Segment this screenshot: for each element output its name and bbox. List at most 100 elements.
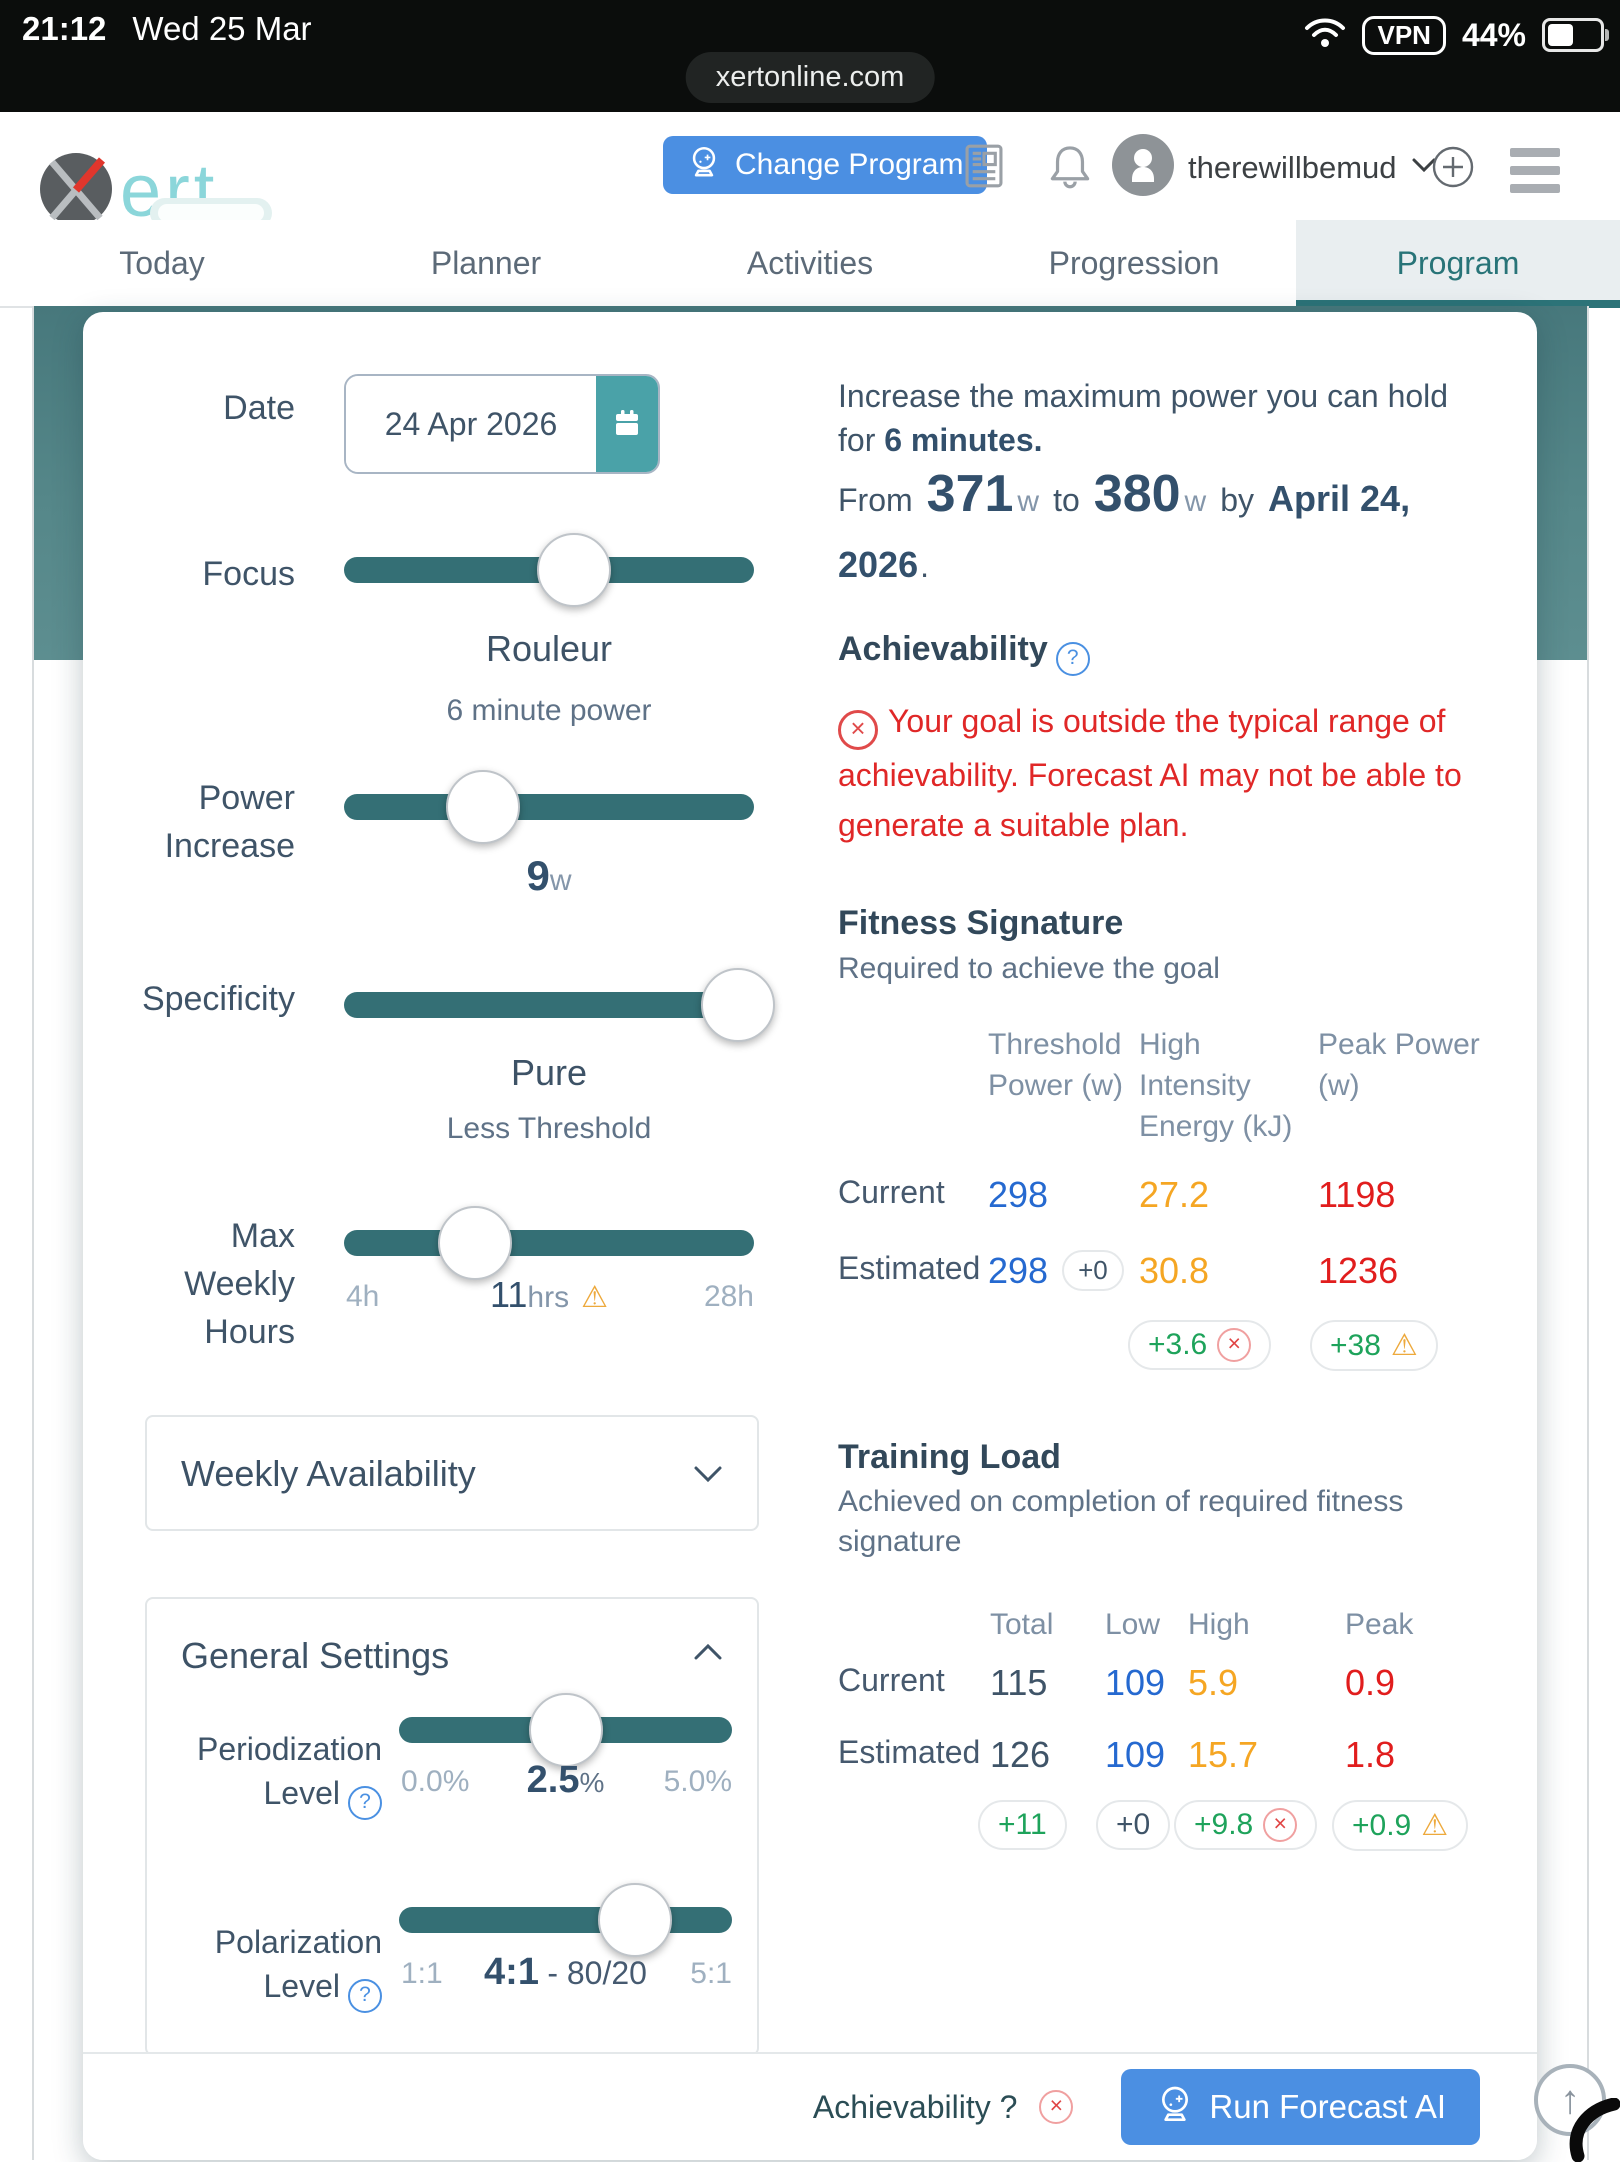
peak-delta-pill: +38 ⚠ (1310, 1320, 1438, 1371)
run-forecast-ai-button[interactable]: Run Forecast AI (1121, 2069, 1480, 2145)
error-circle-icon: × (1217, 1328, 1252, 1362)
focus-label: Focus (202, 555, 295, 593)
app-header: ert Change Program (0, 112, 1620, 232)
power-increase-label: Power Increase (164, 779, 295, 865)
hours-max: 28h (703, 1280, 754, 1313)
status-time: 21:12 (22, 10, 107, 47)
goal-values: From 371 w to 380 w by April 24, (838, 465, 1411, 523)
achievability-warning: × Your goal is outside the typical range … (838, 703, 1462, 843)
footer-achievability-label: Achievability ? (812, 2088, 1018, 2125)
high-delta-pill: +9.8 × (1174, 1800, 1318, 1850)
tab-today[interactable]: Today (119, 244, 205, 281)
power-increase-value: 9w (526, 852, 572, 899)
polarization-slider-track[interactable] (399, 1907, 732, 1933)
bell-icon[interactable] (1048, 142, 1092, 197)
total-delta-pill: +11 (978, 1800, 1067, 1850)
max-weekly-hours-slider[interactable] (344, 1206, 754, 1280)
low-delta-pill: +0 (1096, 1800, 1171, 1850)
power-increase-slider[interactable] (344, 770, 754, 844)
weekly-availability-panel[interactable]: Weekly Availability (145, 1415, 759, 1531)
hours-slider-handle[interactable] (438, 1206, 513, 1280)
scroll-top-button[interactable]: ↑ (1534, 2064, 1606, 2136)
goal-date: April 24, (1268, 478, 1411, 519)
polarization-label: Polarization Level? (147, 1920, 382, 2013)
calendar-icon (612, 407, 642, 442)
chevron-up-icon[interactable] (693, 1643, 723, 1666)
content-border-right (1587, 306, 1589, 2160)
fitness-signature-subtitle: Required to achieve the goal (838, 952, 1220, 985)
menu-icon[interactable] (1510, 148, 1560, 193)
battery-icon (1542, 18, 1609, 52)
avatar (1112, 134, 1174, 201)
tab-activities[interactable]: Activities (746, 244, 874, 281)
power-slider-handle[interactable] (446, 770, 521, 844)
tab-planner[interactable]: Planner (430, 244, 542, 281)
hours-min: 4h (346, 1280, 380, 1313)
peak-tl-delta-pill: +0.9 ⚠ (1332, 1800, 1469, 1851)
wifi-icon (1304, 16, 1346, 55)
periodization-slider-handle[interactable] (528, 1693, 603, 1767)
calendar-button[interactable] (596, 376, 658, 472)
tab-progression[interactable]: Progression (1048, 244, 1220, 281)
focus-subtitle: 6 minute power (446, 694, 652, 727)
news-icon[interactable] (960, 140, 1008, 197)
training-load-current-row: Current 115 109 5.9 0.9 (838, 1662, 1396, 1703)
max-weekly-hours-label: Max Weekly Hours (184, 1217, 295, 1351)
date-label: Date (223, 389, 295, 427)
tab-program[interactable]: Program (1296, 220, 1620, 306)
fitness-signature-current-row: Current 298 27.2 1198 (838, 1174, 1396, 1215)
main-nav: Today Planner Activities Progression Pro… (0, 220, 1620, 308)
goal-description: Increase the maximum power you can hold … (838, 378, 1449, 458)
date-input-group (344, 374, 660, 474)
training-load-estimated-row: Estimated 126 109 15.7 1.8 (838, 1734, 1396, 1775)
threshold-delta-pill: +0 (1062, 1250, 1124, 1291)
power-slider-track[interactable] (344, 794, 754, 820)
specificity-slider-track[interactable] (344, 992, 754, 1018)
date-input[interactable] (346, 376, 596, 472)
crystal-ball-icon (1155, 2083, 1195, 2131)
specificity-slider[interactable] (344, 968, 775, 1042)
chevron-down-icon (693, 1465, 723, 1488)
help-icon[interactable]: ? (348, 1786, 382, 1820)
error-circle-icon: × (1039, 2090, 1074, 2124)
training-load-subtitle: Achieved on completion of required fitne… (838, 1485, 1404, 1558)
polarization-slider-handle[interactable] (598, 1883, 673, 1957)
fitness-signature-title: Fitness Signature (838, 904, 1124, 942)
polarization-scale: 1:1 4:1 - 80/20 5:1 (401, 1951, 732, 1993)
chevron-down-icon (1411, 157, 1437, 178)
focus-slider-handle[interactable] (536, 533, 611, 607)
url-pill[interactable]: xertonline.com (685, 52, 935, 103)
pen-stroke-mark (1569, 2098, 1620, 2162)
content-border-left (32, 306, 34, 2160)
general-settings-title: General Settings (181, 1635, 450, 1676)
specificity-label: Specificity (141, 980, 295, 1018)
specificity-slider-handle[interactable] (700, 968, 775, 1042)
help-icon[interactable]: ? (1055, 642, 1090, 676)
polarization-slider[interactable] (399, 1883, 732, 1957)
hours-value-group: 11hrs ⚠ (490, 1274, 608, 1315)
focus-slider[interactable] (344, 533, 754, 607)
status-date: Wed 25 Mar (132, 10, 312, 47)
training-load-title: Training Load (838, 1438, 1061, 1476)
goal-date-line2: 2026. (838, 544, 929, 585)
fitness-signature-header: Threshold Power (w) High Intensity Energ… (988, 1028, 1480, 1143)
from-power: 371 (926, 465, 1014, 523)
hours-slider-track[interactable] (344, 1230, 754, 1256)
error-circle-icon: × (1263, 1808, 1298, 1842)
weekly-availability-title: Weekly Availability (181, 1453, 476, 1494)
specificity-subtitle: Less Threshold (446, 1112, 652, 1145)
arrow-up-icon: ↑ (1560, 2077, 1580, 2122)
change-program-button[interactable]: Change Program (663, 136, 988, 194)
error-circle-icon: × (838, 710, 878, 750)
to-power: 380 (1093, 465, 1181, 523)
status-bar: 21:12 Wed 25 Mar xertonline.com VPN 44% (0, 0, 1620, 112)
username: therewillbemud (1188, 149, 1397, 185)
hie-delta-pill: +3.6 × (1128, 1320, 1272, 1370)
account-menu[interactable]: therewillbemud (1112, 134, 1437, 201)
help-icon[interactable]: ? (348, 1979, 382, 2013)
program-goal-card: Date Focus Rouleur 6 minute power PowerI… (83, 312, 1537, 2160)
crystal-ball-icon (687, 144, 721, 186)
add-icon[interactable] (1430, 144, 1476, 195)
periodization-slider[interactable] (399, 1693, 732, 1767)
fitness-signature-delta-row: +3.6 × +38 ⚠ (838, 1320, 1537, 1380)
